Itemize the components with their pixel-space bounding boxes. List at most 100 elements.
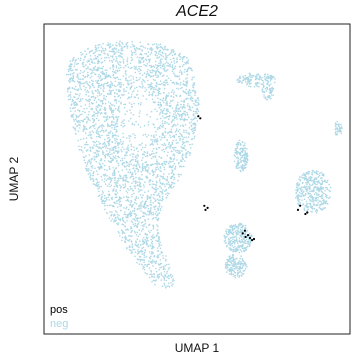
neg-point (336, 124, 338, 126)
neg-point (225, 261, 227, 264)
neg-point (266, 96, 269, 98)
neg-point (181, 135, 183, 138)
neg-point (233, 262, 235, 264)
neg-point (193, 131, 195, 134)
neg-point (236, 153, 238, 155)
neg-point (112, 73, 115, 76)
neg-point (98, 141, 100, 143)
neg-point (84, 82, 86, 84)
neg-point (85, 64, 87, 66)
neg-point (233, 270, 235, 273)
neg-point (242, 167, 244, 170)
neg-point (96, 62, 99, 65)
neg-point (161, 195, 164, 198)
neg-point (241, 250, 243, 253)
neg-point (306, 171, 308, 174)
neg-point (308, 179, 311, 182)
neg-point (336, 130, 339, 133)
neg-point (101, 179, 103, 181)
neg-point (313, 204, 315, 206)
neg-point (85, 165, 88, 167)
neg-point (117, 143, 120, 145)
neg-point (177, 104, 179, 106)
neg-point (232, 268, 234, 270)
neg-point (242, 265, 244, 267)
neg-point (194, 94, 196, 96)
neg-point (70, 65, 72, 67)
neg-point (98, 168, 101, 170)
neg-point (111, 84, 114, 87)
neg-point (79, 59, 82, 62)
neg-point (154, 170, 156, 173)
neg-point (110, 104, 113, 106)
neg-point (133, 47, 136, 50)
neg-point (313, 180, 316, 182)
neg-point (104, 197, 106, 200)
neg-point (124, 235, 127, 237)
neg-point (106, 92, 109, 95)
neg-point (256, 85, 259, 87)
neg-point (184, 110, 187, 113)
neg-point (74, 129, 77, 131)
neg-point (76, 63, 78, 65)
neg-point (141, 224, 144, 227)
neg-point (249, 240, 252, 243)
neg-point (157, 75, 160, 78)
neg-point (105, 74, 108, 76)
neg-point (133, 209, 136, 212)
neg-point (236, 229, 239, 232)
neg-point (238, 166, 241, 169)
neg-point (240, 238, 243, 241)
neg-point (93, 144, 95, 146)
neg-point (170, 187, 173, 189)
neg-point (157, 256, 160, 258)
neg-point (244, 163, 246, 165)
neg-point (115, 72, 117, 74)
neg-point (102, 129, 104, 132)
neg-point (94, 62, 96, 64)
neg-point (165, 108, 168, 111)
neg-point (158, 46, 160, 49)
neg-point (134, 187, 136, 189)
neg-point (79, 78, 82, 80)
neg-point (319, 205, 321, 207)
neg-point (129, 117, 132, 120)
neg-point (312, 189, 315, 191)
neg-point (176, 101, 179, 104)
neg-point (299, 201, 302, 204)
neg-point (97, 195, 100, 197)
neg-point (96, 145, 99, 148)
neg-point (300, 193, 303, 195)
neg-point (193, 90, 196, 92)
neg-point (130, 220, 133, 222)
neg-point (76, 69, 78, 71)
neg-point (80, 105, 82, 107)
neg-point (97, 153, 99, 155)
neg-point (138, 181, 141, 184)
neg-point (127, 216, 129, 219)
neg-point (274, 78, 276, 80)
neg-point (69, 98, 71, 100)
neg-point (78, 123, 80, 126)
neg-point (122, 58, 125, 61)
neg-point (153, 217, 155, 219)
neg-point (194, 127, 196, 129)
neg-point (125, 199, 127, 202)
neg-point (190, 121, 192, 123)
neg-point (142, 205, 144, 207)
neg-point (114, 174, 116, 177)
neg-point (139, 194, 142, 196)
neg-point (152, 237, 154, 240)
neg-point (92, 172, 95, 175)
neg-point (128, 96, 130, 98)
neg-point (109, 108, 112, 111)
neg-point (97, 131, 100, 133)
neg-point (136, 231, 138, 234)
neg-point (112, 113, 114, 116)
neg-point (165, 196, 168, 199)
neg-point (176, 108, 178, 110)
neg-point (121, 41, 123, 44)
neg-point (89, 55, 92, 57)
neg-point (153, 254, 156, 257)
neg-point (106, 134, 108, 137)
